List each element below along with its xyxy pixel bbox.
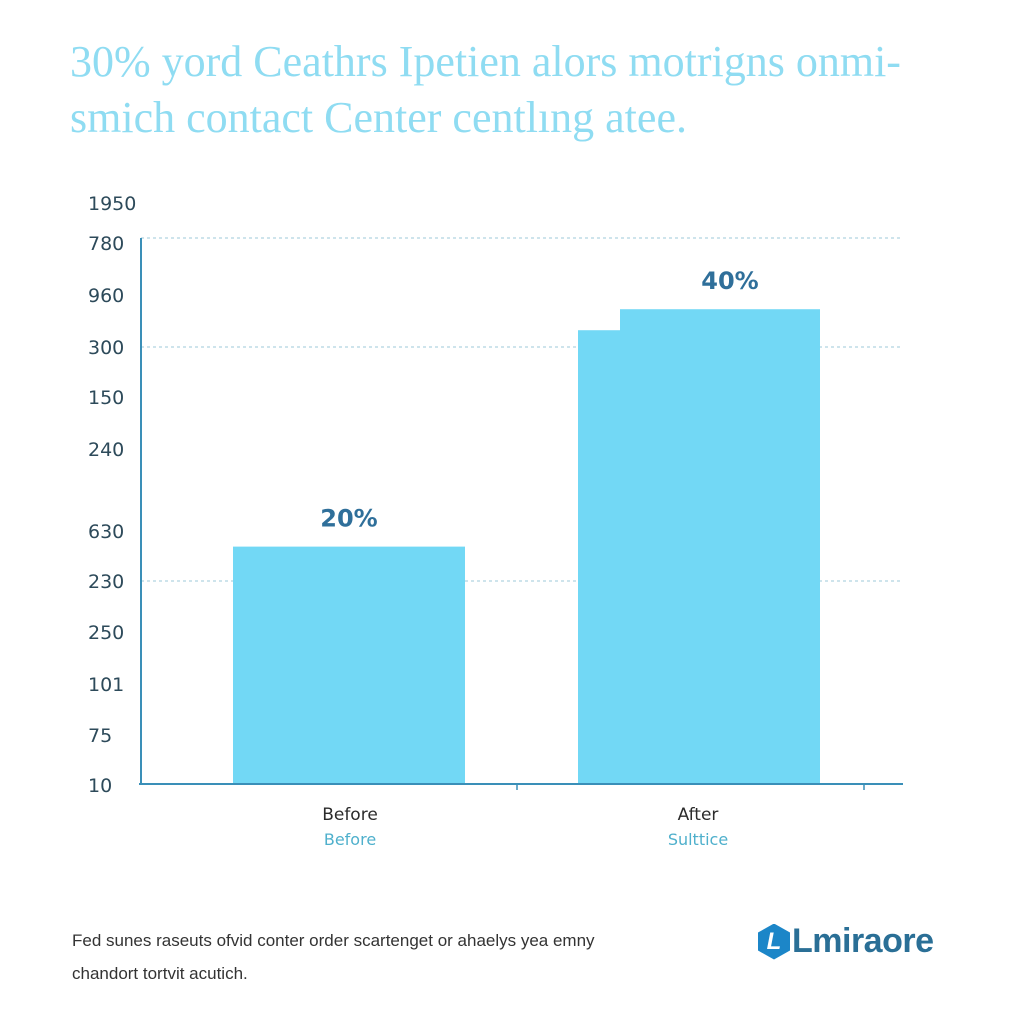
x-tick-label: After — [678, 805, 719, 825]
x-sublabel: Before — [324, 830, 376, 849]
chart-title: 30% yord Ceathrs Ipetien alors motrigns … — [70, 37, 901, 142]
logo-text: Lmiraore — [792, 922, 934, 960]
bar-before — [233, 546, 465, 784]
x-tick-label: Before — [322, 805, 378, 825]
y-tick-label: 101 — [88, 674, 124, 696]
y-tick-label: 300 — [88, 337, 124, 359]
y-tick-label: 630 — [88, 521, 124, 543]
y-tick-label: 250 — [88, 622, 124, 644]
y-tick-label: 1950 — [88, 193, 136, 215]
logo-hexagon-icon: L — [758, 923, 790, 960]
y-tick-label: 150 — [88, 387, 124, 409]
bar-after — [620, 309, 820, 784]
data-label: 40% — [701, 267, 758, 295]
y-tick-label: 780 — [88, 233, 124, 255]
y-tick-label: 240 — [88, 439, 124, 461]
y-tick-label: 960 — [88, 285, 124, 307]
y-tick-label: 230 — [88, 571, 124, 593]
y-tick-label: 75 — [88, 725, 112, 747]
data-label: 20% — [320, 505, 377, 533]
bar-shoulder — [578, 330, 621, 784]
y-tick-label: 10 — [88, 775, 112, 797]
footnote: Fed sunes raseuts ofvid conter order sca… — [72, 931, 595, 983]
x-sublabel: Sulttice — [668, 830, 728, 849]
brand-logo: L Lmiraore — [758, 922, 934, 961]
